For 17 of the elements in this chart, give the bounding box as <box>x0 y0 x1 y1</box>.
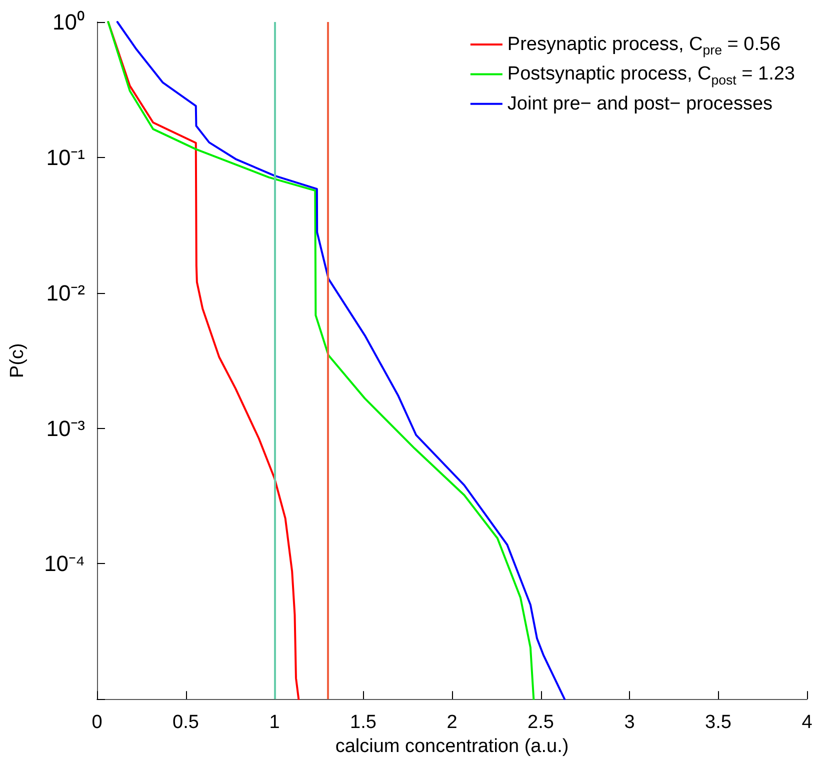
legend-label: Joint pre− and post− processes <box>507 93 773 114</box>
y-tick-label: 10⁻¹ <box>46 144 85 170</box>
y-tick-label: 10⁻² <box>46 280 85 306</box>
x-tick-label: 3.5 <box>705 712 732 734</box>
x-tick-label: 1.5 <box>350 712 376 734</box>
x-tick-label: 0 <box>92 712 102 734</box>
x-tick-label: 2.5 <box>528 712 554 734</box>
x-tick-label: 4 <box>802 712 813 734</box>
x-tick-label: 0.5 <box>172 712 199 734</box>
x-tick-label: 1 <box>269 712 280 734</box>
x-tick-label: 3 <box>624 712 635 734</box>
y-tick-label: 10⁻⁴ <box>44 551 85 576</box>
x-axis-title: calcium concentration (a.u.) <box>335 736 569 757</box>
y-tick-label: 10⁰ <box>52 10 85 34</box>
y-tick-label: 10⁻³ <box>46 416 85 441</box>
y-axis-title: P(c) <box>7 343 28 378</box>
x-tick-label: 2 <box>446 712 458 734</box>
